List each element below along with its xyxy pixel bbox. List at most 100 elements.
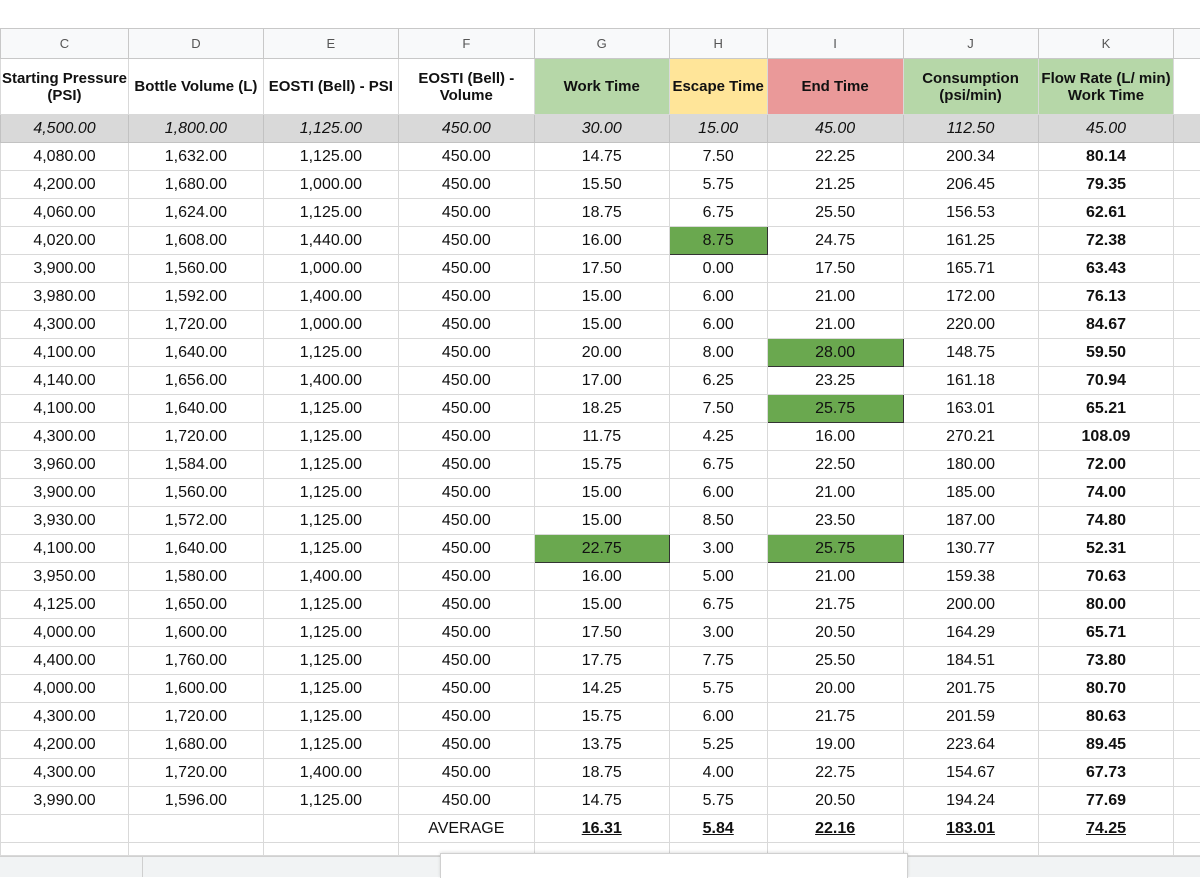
table-cell[interactable]: 4,200.00 bbox=[1, 731, 129, 759]
table-cell[interactable]: 3,960.00 bbox=[1, 451, 129, 479]
empty-cell[interactable] bbox=[1174, 451, 1200, 479]
table-cell[interactable]: 1,680.00 bbox=[128, 171, 263, 199]
table-cell[interactable]: 450.00 bbox=[398, 395, 534, 423]
table-cell[interactable]: 1,400.00 bbox=[263, 759, 398, 787]
table-cell[interactable]: 15.00 bbox=[534, 507, 669, 535]
table-cell[interactable]: 1,125.00 bbox=[263, 675, 398, 703]
table-cell[interactable]: 154.67 bbox=[903, 759, 1038, 787]
table-cell[interactable]: 1,720.00 bbox=[128, 311, 263, 339]
table-cell[interactable]: 450.00 bbox=[398, 451, 534, 479]
table-cell[interactable]: 223.64 bbox=[903, 731, 1038, 759]
table-cell[interactable]: 1,125.00 bbox=[263, 703, 398, 731]
empty-cell[interactable] bbox=[263, 815, 398, 843]
bottom-panel[interactable] bbox=[440, 853, 908, 878]
table-cell[interactable]: 15.75 bbox=[534, 451, 669, 479]
reference-cell[interactable]: 15.00 bbox=[669, 115, 767, 143]
table-cell[interactable]: 1,624.00 bbox=[128, 199, 263, 227]
table-cell[interactable]: 450.00 bbox=[398, 171, 534, 199]
empty-cell[interactable] bbox=[1174, 787, 1200, 815]
table-cell[interactable]: 73.80 bbox=[1038, 647, 1174, 675]
table-cell[interactable]: 1,125.00 bbox=[263, 619, 398, 647]
table-cell[interactable]: 16.00 bbox=[534, 563, 669, 591]
header-cell[interactable]: Starting Pressure (PSI) bbox=[1, 59, 129, 115]
table-cell[interactable]: 6.75 bbox=[669, 451, 767, 479]
table-cell[interactable]: 5.75 bbox=[669, 787, 767, 815]
table-cell[interactable]: 20.50 bbox=[767, 787, 903, 815]
table-cell[interactable]: 201.75 bbox=[903, 675, 1038, 703]
column-header-c[interactable]: C bbox=[1, 29, 129, 59]
table-cell[interactable]: 1,125.00 bbox=[263, 731, 398, 759]
table-cell[interactable]: 6.25 bbox=[669, 367, 767, 395]
table-cell[interactable]: 4,300.00 bbox=[1, 311, 129, 339]
table-cell[interactable]: 1,572.00 bbox=[128, 507, 263, 535]
table-cell[interactable]: 450.00 bbox=[398, 255, 534, 283]
table-cell[interactable]: 8.00 bbox=[669, 339, 767, 367]
table-cell[interactable]: 1,600.00 bbox=[128, 675, 263, 703]
table-cell[interactable]: 148.75 bbox=[903, 339, 1038, 367]
table-cell[interactable]: 0.00 bbox=[669, 255, 767, 283]
average-value[interactable]: 183.01 bbox=[903, 815, 1038, 843]
table-cell[interactable]: 28.00 bbox=[767, 339, 903, 367]
table-cell[interactable]: 6.75 bbox=[669, 591, 767, 619]
table-cell[interactable]: 1,720.00 bbox=[128, 703, 263, 731]
table-cell[interactable]: 108.09 bbox=[1038, 423, 1174, 451]
table-cell[interactable]: 1,125.00 bbox=[263, 535, 398, 563]
empty-cell[interactable] bbox=[1174, 619, 1200, 647]
reference-cell[interactable]: 4,500.00 bbox=[1, 115, 129, 143]
table-cell[interactable]: 1,125.00 bbox=[263, 507, 398, 535]
table-cell[interactable]: 4,080.00 bbox=[1, 143, 129, 171]
table-cell[interactable]: 1,760.00 bbox=[128, 647, 263, 675]
table-cell[interactable]: 1,680.00 bbox=[128, 731, 263, 759]
table-cell[interactable]: 14.75 bbox=[534, 143, 669, 171]
table-cell[interactable]: 19.00 bbox=[767, 731, 903, 759]
table-cell[interactable]: 1,720.00 bbox=[128, 759, 263, 787]
table-cell[interactable]: 1,400.00 bbox=[263, 367, 398, 395]
table-cell[interactable]: 89.45 bbox=[1038, 731, 1174, 759]
average-value[interactable]: 74.25 bbox=[1038, 815, 1174, 843]
empty-cell[interactable] bbox=[1174, 843, 1200, 856]
empty-cell[interactable] bbox=[128, 815, 263, 843]
table-cell[interactable]: 4,300.00 bbox=[1, 759, 129, 787]
table-cell[interactable]: 4,140.00 bbox=[1, 367, 129, 395]
header-cell[interactable]: EOSTI (Bell) - PSI bbox=[263, 59, 398, 115]
empty-cell[interactable] bbox=[903, 843, 1038, 856]
table-cell[interactable]: 1,125.00 bbox=[263, 479, 398, 507]
table-cell[interactable]: 1,125.00 bbox=[263, 143, 398, 171]
table-cell[interactable]: 23.25 bbox=[767, 367, 903, 395]
table-cell[interactable]: 6.00 bbox=[669, 311, 767, 339]
sheet-tab-bar-left[interactable] bbox=[0, 857, 143, 877]
table-cell[interactable]: 4,020.00 bbox=[1, 227, 129, 255]
table-cell[interactable]: 1,000.00 bbox=[263, 255, 398, 283]
table-cell[interactable]: 1,125.00 bbox=[263, 395, 398, 423]
table-cell[interactable]: 17.50 bbox=[534, 255, 669, 283]
table-cell[interactable]: 163.01 bbox=[903, 395, 1038, 423]
table-cell[interactable]: 1,632.00 bbox=[128, 143, 263, 171]
table-cell[interactable]: 65.21 bbox=[1038, 395, 1174, 423]
table-cell[interactable]: 220.00 bbox=[903, 311, 1038, 339]
table-cell[interactable]: 1,440.00 bbox=[263, 227, 398, 255]
table-cell[interactable]: 17.50 bbox=[767, 255, 903, 283]
table-cell[interactable]: 15.75 bbox=[534, 703, 669, 731]
empty-cell[interactable] bbox=[1174, 227, 1200, 255]
table-cell[interactable]: 3.00 bbox=[669, 535, 767, 563]
table-cell[interactable]: 450.00 bbox=[398, 227, 534, 255]
empty-cell[interactable] bbox=[1174, 367, 1200, 395]
table-cell[interactable]: 450.00 bbox=[398, 423, 534, 451]
column-header-f[interactable]: F bbox=[398, 29, 534, 59]
table-cell[interactable]: 161.18 bbox=[903, 367, 1038, 395]
table-cell[interactable]: 63.43 bbox=[1038, 255, 1174, 283]
table-cell[interactable]: 72.38 bbox=[1038, 227, 1174, 255]
table-cell[interactable]: 6.00 bbox=[669, 479, 767, 507]
column-header-k[interactable]: K bbox=[1038, 29, 1174, 59]
table-cell[interactable]: 59.50 bbox=[1038, 339, 1174, 367]
empty-cell[interactable] bbox=[1038, 843, 1174, 856]
column-header-h[interactable]: H bbox=[669, 29, 767, 59]
table-cell[interactable]: 1,640.00 bbox=[128, 339, 263, 367]
average-label[interactable]: AVERAGE bbox=[398, 815, 534, 843]
table-cell[interactable]: 4,300.00 bbox=[1, 423, 129, 451]
header-cell[interactable]: End Time bbox=[767, 59, 903, 115]
average-value[interactable]: 16.31 bbox=[534, 815, 669, 843]
table-cell[interactable]: 4.00 bbox=[669, 759, 767, 787]
table-cell[interactable]: 4,060.00 bbox=[1, 199, 129, 227]
table-cell[interactable]: 450.00 bbox=[398, 311, 534, 339]
